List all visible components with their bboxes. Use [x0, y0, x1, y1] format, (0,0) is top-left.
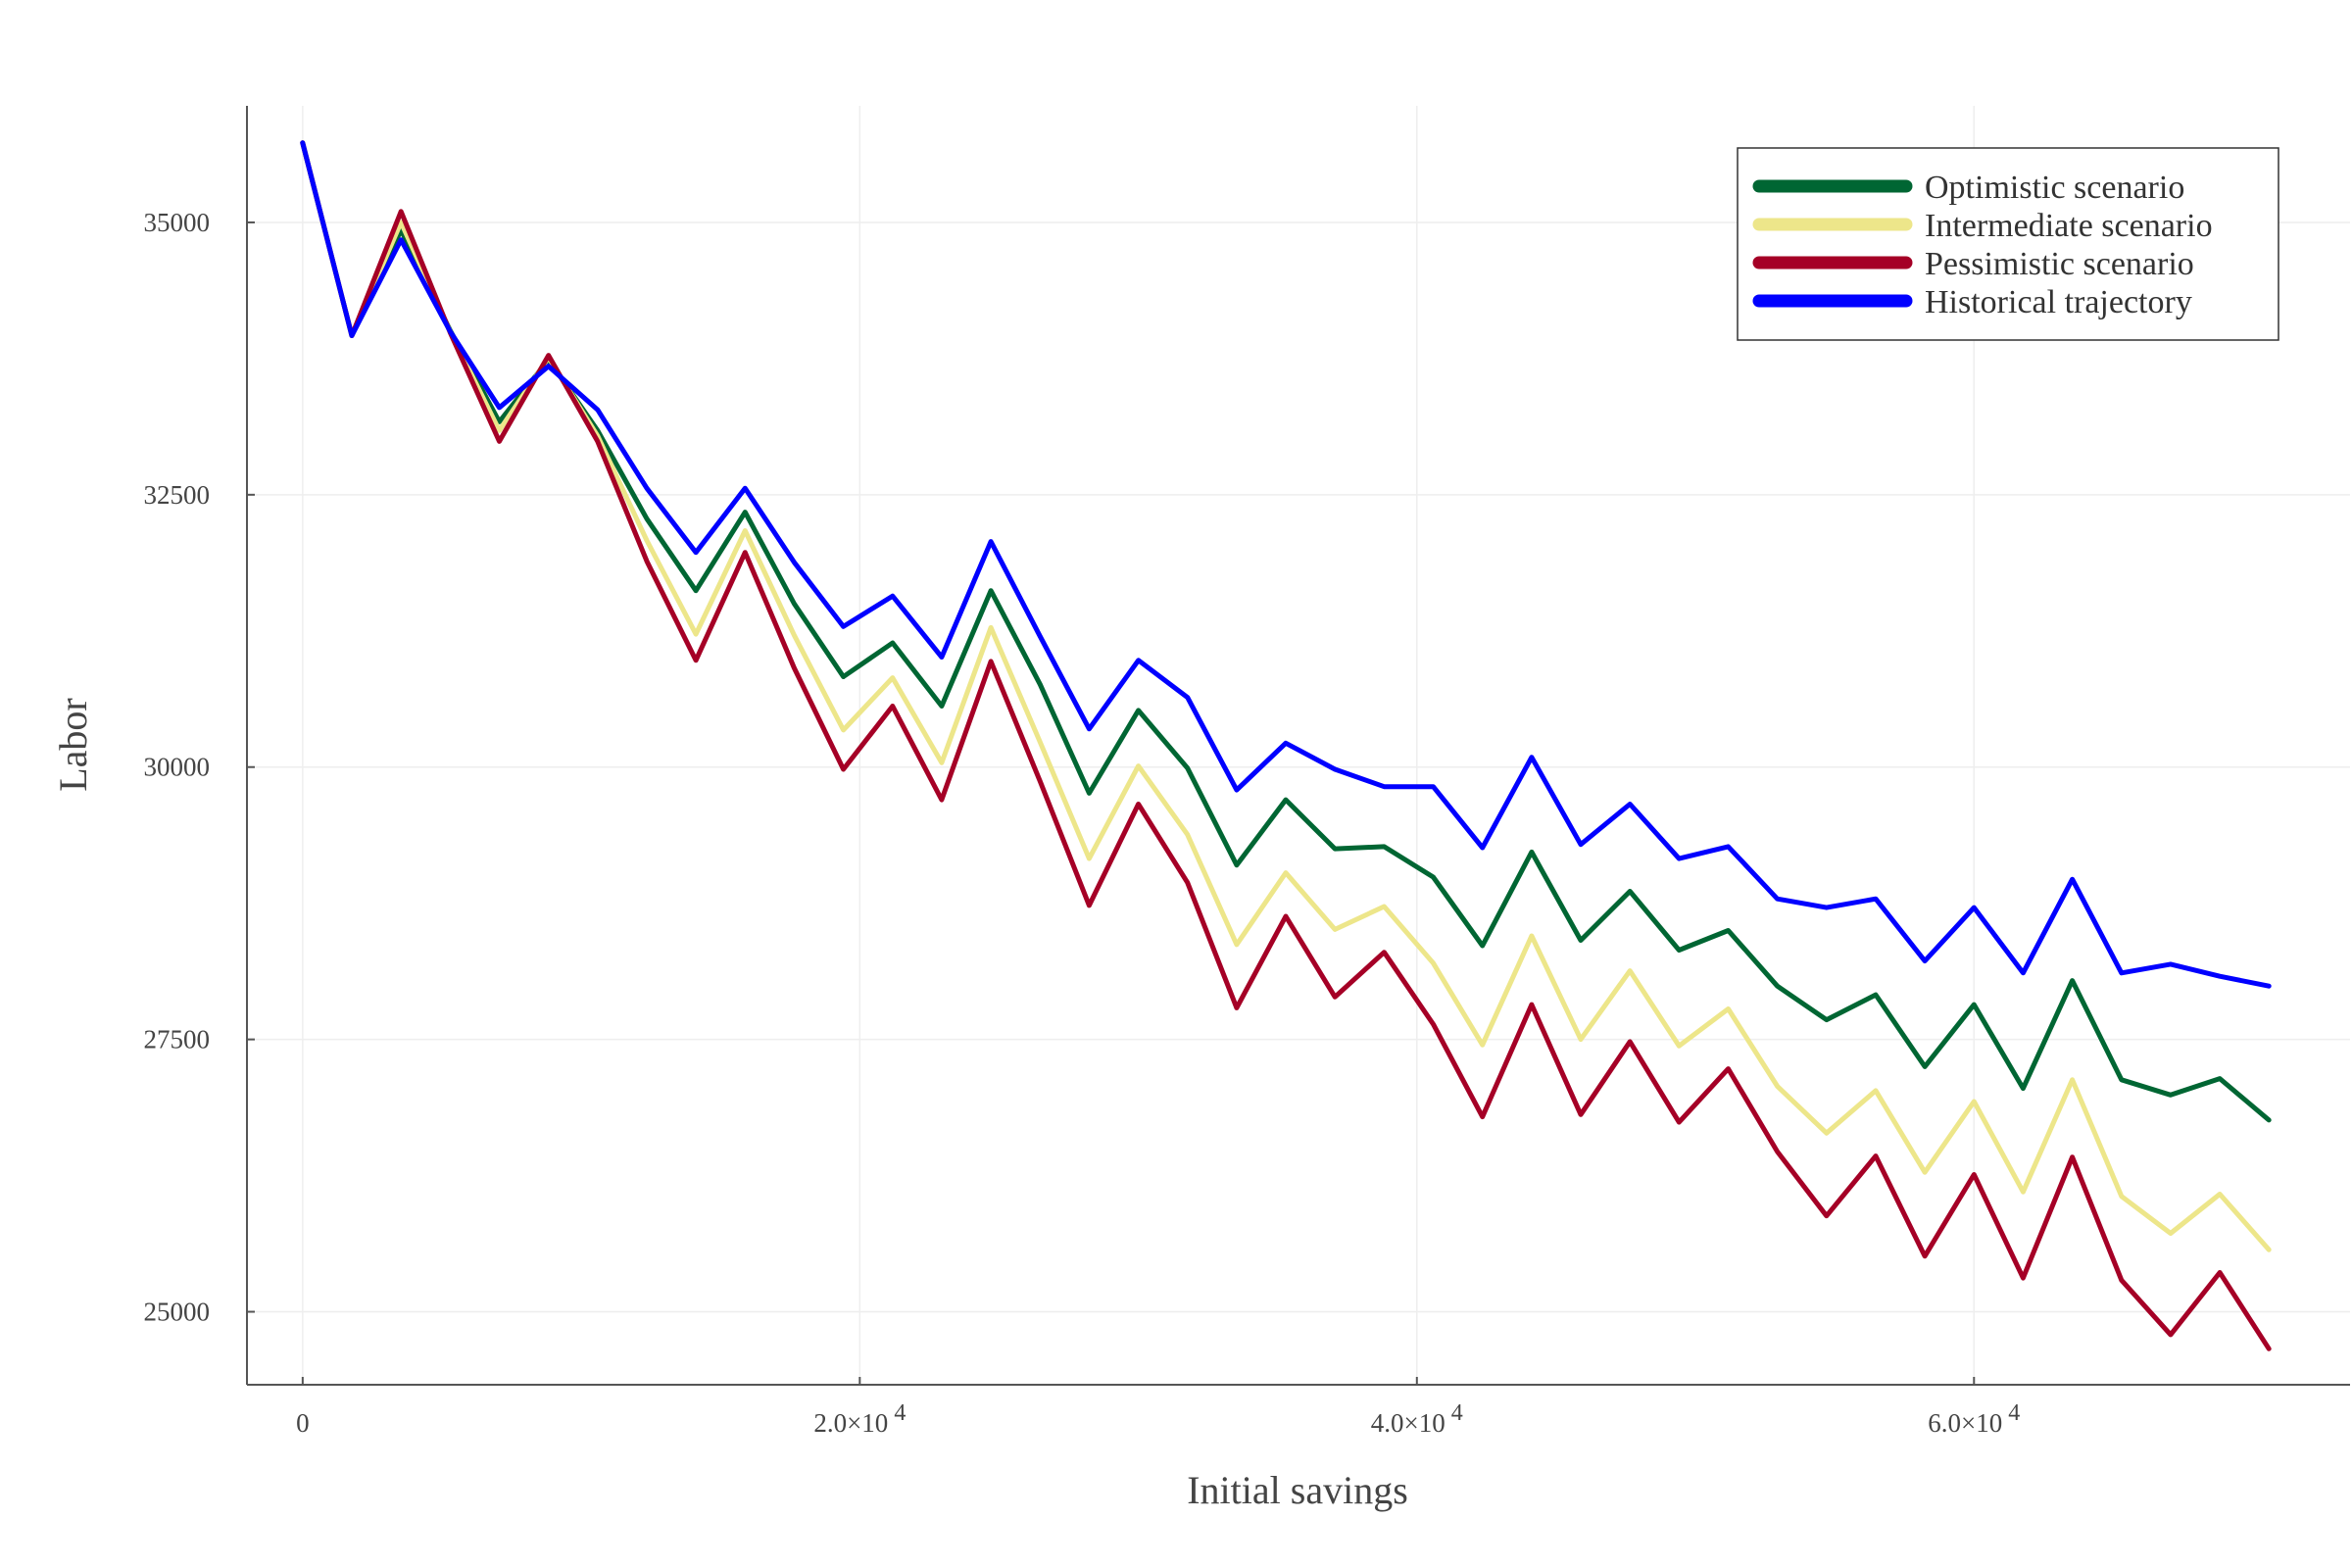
x-tick-mantissa: 0 [296, 1408, 310, 1438]
x-tick-label: 6.0×10 4 [1928, 1400, 2020, 1438]
y-axis-title: Labor [51, 698, 95, 792]
x-tick-mantissa: 2.0×10 [813, 1408, 888, 1438]
legend-label: Historical trajectory [1925, 284, 2192, 320]
x-tick-exponent: 4 [2008, 1400, 2020, 1426]
x-axis-title: Initial savings [1187, 1468, 1408, 1512]
x-tick-exponent: 4 [1451, 1400, 1463, 1426]
grid-layer [247, 106, 2350, 1385]
x-tick-label: 0 [296, 1408, 310, 1438]
legend-label: Optimistic scenario [1925, 170, 2184, 206]
series-layer [300, 140, 2272, 1351]
series-line-4 [300, 140, 2272, 989]
series-line-2 [300, 140, 2272, 1252]
y-tick-label: 25000 [144, 1298, 211, 1327]
x-tick-mantissa: 4.0×10 [1371, 1408, 1446, 1438]
legend-label: Intermediate scenario [1925, 208, 2213, 244]
y-tick-label: 30000 [144, 753, 211, 782]
y-tick-label: 27500 [144, 1025, 211, 1054]
series-line-1 [300, 140, 2272, 1123]
y-tick-label: 32500 [144, 480, 211, 510]
legend-label: Pessimistic scenario [1925, 246, 2194, 282]
x-tick-mantissa: 6.0×10 [1928, 1408, 2002, 1438]
x-tick-exponent: 4 [894, 1400, 906, 1426]
y-tick-label: 35000 [144, 208, 211, 237]
x-tick-label: 2.0×10 4 [813, 1400, 906, 1438]
x-tick-label: 4.0×10 4 [1371, 1400, 1463, 1438]
series-line-3 [300, 140, 2272, 1351]
